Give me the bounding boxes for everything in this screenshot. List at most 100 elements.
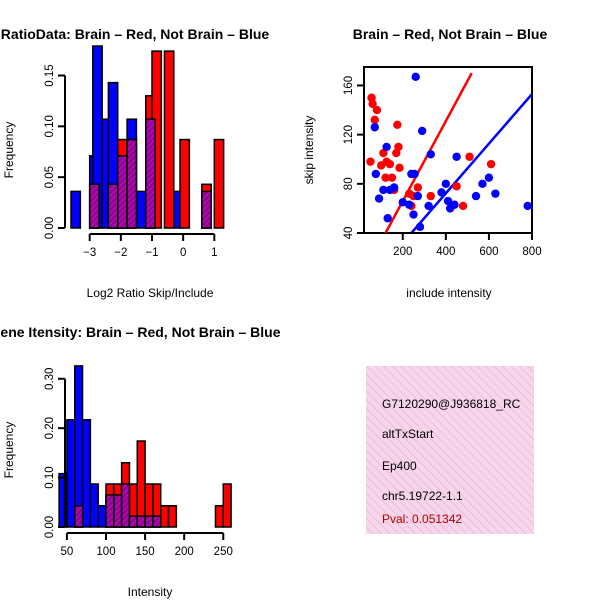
info-probe-id: G7120290@J936818_RC bbox=[382, 397, 521, 411]
scatter-point-not-brain bbox=[523, 201, 532, 211]
scatter-marks bbox=[366, 72, 532, 233]
scatter-point-brain bbox=[458, 201, 468, 211]
intensity-hist-xlabel: Intensity bbox=[128, 585, 173, 599]
scatter-point-not-brain bbox=[471, 191, 481, 201]
info-tissue: Ep400 bbox=[382, 459, 417, 473]
scatter-point-not-brain bbox=[450, 200, 459, 209]
ratio-hist-bars bbox=[70, 45, 225, 229]
scatter-point-brain bbox=[393, 120, 402, 129]
intensity-hist-bar-brain bbox=[159, 505, 170, 528]
scatter-y-tick-label: 40 bbox=[343, 227, 355, 240]
intensity-hist-title: Gene Itensity: Brain – Red, Not Brain – … bbox=[0, 324, 281, 340]
ratio-hist-bar-brain bbox=[163, 50, 175, 229]
scatter-point-brain bbox=[372, 105, 382, 115]
scatter-point-not-brain bbox=[452, 152, 461, 161]
scatter-y-tick-label: 120 bbox=[343, 125, 355, 144]
scatter-point-not-brain bbox=[389, 183, 399, 192]
scatter-point-not-brain bbox=[409, 210, 418, 219]
ratio-hist-y-tick-label: 0.05 bbox=[44, 166, 56, 188]
intensity-hist-bar-overlap bbox=[113, 494, 123, 528]
intensity-hist-axes: 50 100 150 200 250 0.00 0.10 0.20 0.30 bbox=[44, 368, 233, 558]
scatter-point-brain bbox=[387, 173, 397, 182]
scatter-point-brain bbox=[381, 173, 390, 182]
scatter-ylabel: skip intensity bbox=[302, 116, 316, 185]
intensity-hist-y-tick-label: 0.30 bbox=[44, 368, 56, 390]
scatter-y-tick-label: 80 bbox=[343, 177, 355, 190]
intensity-hist-bar-brain bbox=[167, 505, 178, 528]
intensity-hist-bar-overlap bbox=[120, 483, 131, 528]
intensity-hist-bar-brain bbox=[222, 483, 232, 528]
intensity-hist-x-tick-label: 100 bbox=[96, 546, 115, 558]
scatter-axes: 200 400 600 800 40 80 120 160 bbox=[343, 76, 542, 258]
intensity-hist-bar-overlap bbox=[128, 515, 139, 528]
scatter-point-brain bbox=[366, 157, 375, 166]
ratio-hist-x-tick-label: −2 bbox=[114, 247, 127, 259]
intensity-hist-bar-overlap bbox=[144, 515, 154, 528]
info-panel: G7120290@J936818_RC altTxStart Ep400 chr… bbox=[366, 366, 534, 534]
scatter-point-not-brain bbox=[443, 196, 453, 206]
scatter-point-brain bbox=[413, 183, 423, 192]
intensity-hist-y-tick-label: 0.00 bbox=[44, 516, 56, 538]
scatter-point-not-brain bbox=[441, 179, 451, 189]
ratio-hist-bar-overlap bbox=[126, 138, 138, 229]
ratio-hist-bar-overlap bbox=[201, 190, 212, 229]
intensity-hist-bar-brain bbox=[136, 440, 146, 528]
ratio-hist-bar-not-brain bbox=[70, 190, 82, 229]
intensity-hist-bar-not-brain bbox=[97, 505, 107, 528]
scatter-y-tick-label: 160 bbox=[343, 76, 355, 95]
ratio-hist-bar-brain bbox=[179, 138, 191, 229]
intensity-hist-ylabel: Frequency bbox=[2, 422, 16, 479]
scatter-point-brain bbox=[395, 163, 404, 173]
ratio-hist-x-tick-label: −1 bbox=[145, 247, 158, 259]
ratio-histogram: RatioData: Brain – Red, Not Brain – Blue… bbox=[1, 26, 270, 300]
scatter-point-not-brain bbox=[417, 126, 427, 136]
ratio-hist-x-tick-label: −3 bbox=[83, 247, 96, 259]
intensity-hist-bar-brain bbox=[214, 505, 225, 528]
scatter-x-tick-label: 600 bbox=[479, 246, 498, 258]
info-panel-background bbox=[366, 366, 534, 534]
ratio-hist-bar-overlap bbox=[107, 183, 119, 229]
info-pval: Pval: 0.051342 bbox=[382, 512, 462, 526]
scatter-point-not-brain bbox=[413, 191, 423, 201]
scatter-point-not-brain bbox=[379, 185, 388, 195]
scatter-point-not-brain bbox=[370, 123, 379, 132]
ratio-hist-y-tick-label: 0.10 bbox=[44, 115, 56, 137]
intensity-hist-bar-overlap bbox=[73, 505, 84, 528]
scatter-fit-line-not-brain bbox=[410, 93, 532, 233]
scatter-point-not-brain bbox=[374, 194, 384, 203]
intensity-hist-bar-overlap bbox=[105, 494, 115, 528]
ratio-hist-y-tick-label: 0.00 bbox=[44, 217, 56, 239]
scatter-point-not-brain bbox=[437, 188, 446, 197]
intensity-hist-bar-not-brain bbox=[66, 419, 76, 528]
scatter-x-tick-label: 400 bbox=[436, 246, 455, 258]
ratio-hist-xlabel: Log2 Ratio Skip/Include bbox=[87, 286, 214, 300]
ratio-hist-axes: −3 −2 −1 0 1 0.00 0.05 0.10 0.15 bbox=[44, 64, 218, 259]
scatter-point-not-brain bbox=[410, 169, 419, 179]
ratio-hist-bar-overlap bbox=[88, 183, 100, 229]
ratio-hist-title: RatioData: Brain – Red, Not Brain – Blue bbox=[1, 26, 270, 42]
ratio-hist-bar-overlap bbox=[116, 155, 128, 229]
intensity-hist-bar-overlap bbox=[152, 515, 162, 528]
ratio-hist-y-tick-label: 0.15 bbox=[44, 64, 56, 86]
intensity-hist-x-tick-label: 150 bbox=[135, 546, 154, 558]
intensity-hist-x-tick-label: 50 bbox=[61, 546, 74, 558]
scatter-point-brain bbox=[394, 142, 403, 152]
scatter-x-tick-label: 800 bbox=[522, 246, 541, 258]
ratio-hist-bar-not-brain bbox=[135, 190, 147, 229]
scatter-point-not-brain bbox=[398, 198, 407, 207]
scatter-point-not-brain bbox=[383, 214, 392, 223]
scatter-x-tick-label: 200 bbox=[393, 246, 412, 258]
scatter-point-not-brain bbox=[371, 169, 381, 179]
intensity-hist-bar-overlap bbox=[136, 515, 146, 528]
scatter-point-not-brain bbox=[411, 72, 420, 82]
scatter-point-not-brain bbox=[484, 173, 494, 182]
info-event-type: altTxStart bbox=[382, 427, 434, 441]
scatter-point-not-brain bbox=[405, 200, 414, 209]
intensity-hist-bar-not-brain bbox=[81, 419, 92, 528]
intensity-hist-y-tick-label: 0.10 bbox=[44, 466, 56, 488]
scatter-point-not-brain bbox=[478, 179, 487, 189]
scatter-point-brain bbox=[486, 159, 496, 169]
scatter-point-not-brain bbox=[382, 142, 391, 152]
intensity-hist-y-tick-label: 0.20 bbox=[44, 417, 56, 439]
